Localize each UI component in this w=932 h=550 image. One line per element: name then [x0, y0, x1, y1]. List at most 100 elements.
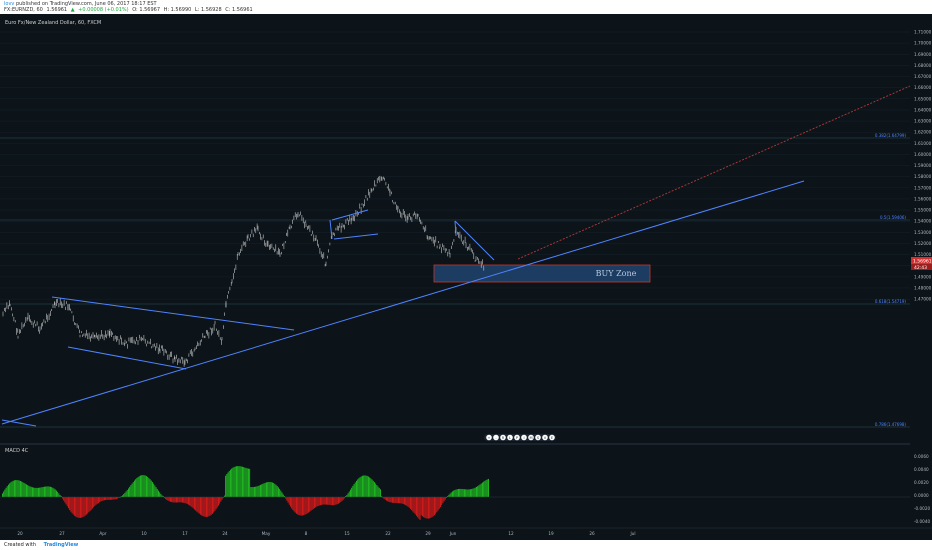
macd-bar [106, 497, 108, 500]
tradingview-logo[interactable]: TradingView [43, 542, 79, 548]
macd-bar [356, 480, 357, 497]
macd-bar [327, 497, 329, 505]
macd-bar [479, 484, 481, 497]
toolbar-button-icon[interactable] [528, 434, 534, 441]
macd-bar [279, 488, 281, 497]
publisher-name[interactable]: lovv [4, 1, 15, 7]
flag-lower-line[interactable] [333, 233, 379, 240]
toolbar-button-icon[interactable] [493, 434, 499, 441]
buy-zone-box[interactable] [433, 264, 651, 283]
macd-bar [204, 497, 206, 517]
macd-bar [335, 497, 337, 505]
flag-upper-line[interactable] [331, 209, 369, 221]
chart-toolbar[interactable]: + - R L P I M S V E [484, 434, 556, 441]
macd-bar [156, 488, 158, 497]
macd-bar [56, 490, 57, 497]
macd-bar [14, 480, 15, 497]
time-tick: 19 [548, 531, 554, 536]
macd-bar [95, 497, 97, 505]
macd-bar [252, 487, 254, 497]
macd-bar [120, 496, 122, 497]
macd-bar [24, 483, 26, 497]
price-tick: 1.52000 [914, 241, 932, 246]
macd-bar [118, 497, 120, 498]
macd-bar [190, 497, 192, 507]
toolbar-button-icon[interactable] [486, 434, 492, 441]
toolbar-button-icon[interactable] [500, 434, 506, 441]
toolbar-button-icon[interactable] [535, 434, 541, 441]
macd-bar [170, 497, 171, 502]
macd-bar [364, 475, 366, 497]
macd-bar [448, 494, 450, 497]
toolbar-button-icon[interactable] [521, 434, 527, 441]
time-tick: Jul [629, 531, 635, 536]
countdown-tag [911, 264, 932, 270]
last-price-tag [911, 257, 932, 264]
macd-bar [117, 497, 119, 499]
fib-levels[interactable]: 0.382(1.64799) 0.5(1.59406) 0.618(1.54719)… [0, 133, 910, 428]
toolbar-button-icon[interactable] [507, 434, 513, 441]
macd-bar [87, 497, 89, 514]
macd-bar [297, 497, 299, 515]
time-axis[interactable]: 20 27 Apr 10 17 24 May 8 15 22 29 Jun 12 19 26 Jul [17, 531, 635, 536]
macd-bar [196, 497, 198, 512]
price-tick: 1.71000 [914, 30, 932, 35]
toolbar-button-icon[interactable] [542, 434, 548, 441]
macd-bar [380, 489, 381, 497]
macd-bar [378, 487, 380, 497]
macd-bar [352, 485, 354, 497]
macd-bar [285, 497, 287, 499]
chart-area[interactable]: Euro Fx/New Zealand Dollar, 60, FXCM 0.3… [0, 14, 932, 540]
wedge-side-line[interactable] [454, 220, 457, 237]
macd-bar [135, 479, 137, 497]
macd-bar [413, 497, 415, 513]
toolbar-glyph: S [537, 436, 540, 440]
macd-bar [386, 497, 387, 501]
macd-bar [312, 497, 314, 510]
price-tick: 1.59000 [914, 163, 932, 168]
wedge-upper-line[interactable] [454, 220, 495, 261]
macd-bar [16, 480, 18, 497]
chart-header: lovv published on TradingView.com, June … [0, 0, 932, 14]
macd-bar [116, 497, 117, 499]
macd-bar [441, 497, 443, 506]
toolbar-button-icon[interactable] [549, 434, 555, 441]
flag-side-line[interactable] [329, 219, 333, 240]
drawings[interactable] [1, 85, 911, 427]
price-tick: 1.48000 [914, 285, 932, 290]
macd-bar [186, 497, 188, 505]
macd-bar [18, 480, 20, 497]
macd-bar [396, 497, 398, 504]
main-uptrend-line[interactable] [1, 180, 805, 425]
channel-lower-line[interactable] [67, 346, 187, 370]
macd-bar [251, 487, 253, 497]
macd-bar [450, 492, 452, 497]
channel-upper-line[interactable] [51, 296, 295, 331]
price-scale[interactable]: 1.71000 1.70000 1.69000 1.68000 1.67000 1.660… [914, 30, 932, 302]
macd-bar [407, 497, 409, 507]
macd-bar [412, 497, 414, 512]
toolbar-button-icon[interactable] [514, 434, 520, 441]
macd-bar [408, 497, 410, 508]
open-value: O: 1.56967 [132, 7, 161, 13]
price-chart[interactable]: Euro Fx/New Zealand Dollar, 60, FXCM 0.3… [0, 14, 932, 540]
price-tick: 1.63000 [914, 119, 932, 124]
start-trendline[interactable] [1, 419, 37, 427]
macd-bar [374, 482, 375, 497]
projection-line[interactable] [517, 85, 911, 260]
macd-bar [344, 497, 345, 499]
macd-bar [88, 497, 90, 513]
macd-bar [370, 478, 372, 497]
macd-bar [54, 489, 56, 497]
macd-bar [482, 482, 483, 497]
price-tick: 1.69000 [914, 52, 932, 57]
macd-bar [472, 488, 474, 497]
macd-bar [246, 468, 248, 497]
macd-bar [466, 489, 468, 497]
macd-bar [258, 485, 260, 497]
macd-bar [402, 497, 404, 505]
time-tick: 12 [508, 531, 514, 536]
footer: Created with TradingView [0, 540, 932, 550]
macd-bar [60, 496, 62, 497]
macd-bar [417, 497, 419, 518]
